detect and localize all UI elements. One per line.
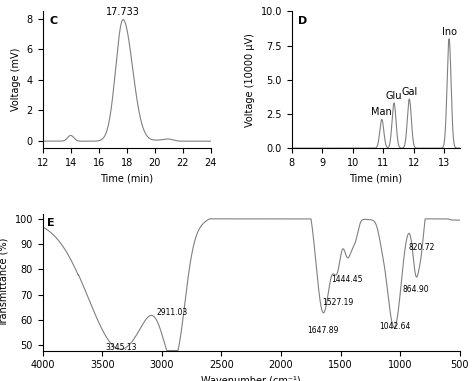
Text: 2911.03: 2911.03: [157, 308, 188, 317]
Text: D: D: [298, 16, 308, 26]
Text: C: C: [49, 16, 57, 26]
Text: 1647.89: 1647.89: [307, 326, 338, 335]
Text: Gal: Gal: [401, 87, 418, 97]
X-axis label: Time (min): Time (min): [349, 173, 402, 183]
Text: E: E: [47, 218, 55, 228]
X-axis label: Wavenumber (cm⁻¹): Wavenumber (cm⁻¹): [201, 376, 301, 381]
Y-axis label: Voltage (10000 μV): Voltage (10000 μV): [245, 33, 255, 127]
Text: Man: Man: [372, 107, 392, 117]
Text: 1042.64: 1042.64: [379, 322, 411, 331]
Y-axis label: Transmittance (%): Transmittance (%): [0, 237, 9, 327]
Text: 17.733: 17.733: [106, 7, 140, 17]
Text: 1444.45: 1444.45: [331, 275, 363, 284]
X-axis label: Time (min): Time (min): [100, 173, 153, 183]
Text: 820.72: 820.72: [409, 243, 435, 253]
Text: Glu: Glu: [386, 91, 402, 101]
Text: 864.90: 864.90: [403, 285, 429, 294]
Text: Ino: Ino: [442, 27, 456, 37]
Text: 1527.19: 1527.19: [322, 298, 353, 307]
Text: 3345.13: 3345.13: [105, 344, 137, 352]
Y-axis label: Voltage (mV): Voltage (mV): [11, 48, 21, 112]
